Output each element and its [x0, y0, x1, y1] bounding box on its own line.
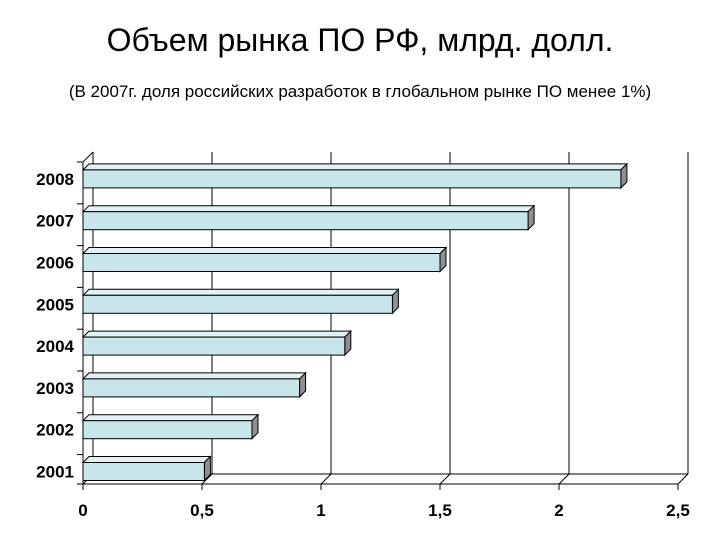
bar-top	[81, 414, 260, 422]
bar	[82, 462, 205, 481]
y-tick-label: 2003	[36, 379, 74, 398]
x-tick-label: 0,5	[190, 501, 214, 520]
bar	[82, 336, 346, 356]
y-tick-label: 2007	[36, 212, 74, 231]
bar-top	[81, 247, 448, 254]
bar-top	[81, 456, 212, 463]
x-tick-label: 1,5	[428, 501, 452, 520]
y-tick-label: 2001	[36, 463, 74, 482]
bar	[82, 378, 301, 398]
bar-top	[81, 372, 307, 380]
wall-top-edge	[82, 151, 94, 163]
chart-subtitle: (В 2007г. доля российских разработок в г…	[68, 82, 652, 101]
axes	[77, 151, 679, 490]
bar	[82, 294, 393, 314]
bar-top	[81, 163, 629, 171]
bar	[82, 169, 622, 189]
bar-top	[81, 330, 353, 338]
y-tick-label: 2005	[36, 295, 74, 314]
bar	[82, 253, 441, 272]
y-tick-label: 2008	[36, 170, 74, 189]
y-tick-label: 2006	[36, 254, 74, 273]
bar-top	[81, 205, 536, 213]
x-tick-label: 2	[554, 501, 563, 520]
floor-line	[677, 473, 689, 485]
chart-title: Объем рынка ПО РФ, млрд. долл.	[106, 22, 614, 58]
x-tick-label: 0	[78, 501, 87, 520]
bar	[82, 420, 253, 440]
floor-line	[558, 473, 570, 485]
floor-line	[201, 473, 213, 485]
bar	[82, 211, 529, 231]
floor-line	[439, 473, 451, 485]
floor-line	[320, 473, 332, 485]
tick-labels: 0 0,5 1 1,5 2 2,5 2001 2002 2003 2004 2005 2006 2007…	[36, 170, 690, 520]
bars	[81, 162, 629, 482]
x-tick-label: 2,5	[666, 501, 690, 520]
y-tick-label: 2004	[36, 337, 74, 356]
y-tick-label: 2002	[36, 421, 74, 440]
bar-top	[81, 288, 400, 296]
x-tick-label: 1	[316, 501, 325, 520]
